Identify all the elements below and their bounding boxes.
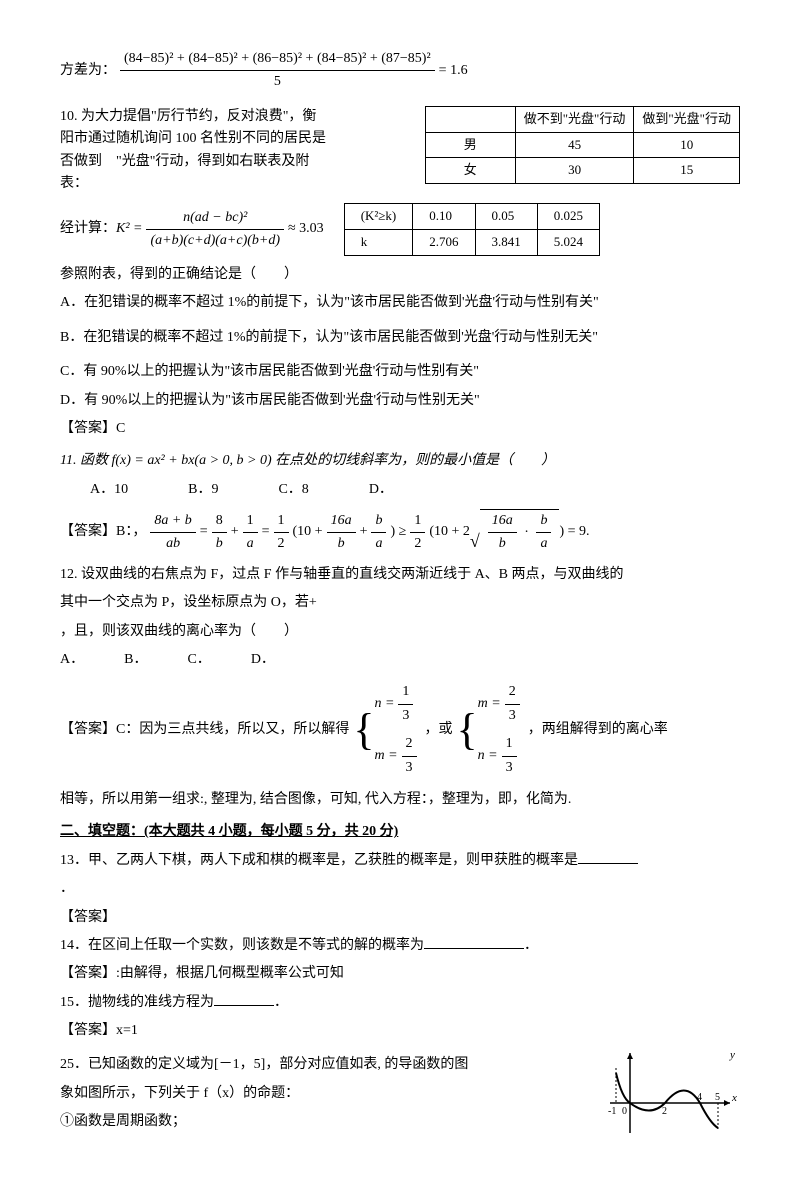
q12-line2: 其中一个交点为 P，设坐标原点为 O，若+ xyxy=(60,592,740,614)
q12-system1: { n =13 m =23 xyxy=(353,681,420,779)
svg-text:y: y xyxy=(729,1049,735,1061)
q14-answer: 【答案】:由解得，根据几何概型概率公式可知 xyxy=(60,963,740,985)
sqrt-expression: √ 16ab · ba xyxy=(470,509,560,556)
q10-optA: A．在犯错误的概率不超过 1%的前提下，认为"该市居民能否做到'光盘'行动与性别… xyxy=(60,292,740,314)
variance-result: = 1.6 xyxy=(439,60,468,82)
k2-fraction: n(ad − bc)² (a+b)(c+d)(a+c)(b+d) xyxy=(146,207,284,253)
q12-system2: { m =23 n =13 xyxy=(457,681,524,779)
q11-options: A．10 B．9 C．8 D． xyxy=(60,479,740,501)
variance-label: 方差为： xyxy=(60,60,116,82)
q10-contingency-table: 做不到"光盘"行动 做到"光盘"行动 男 45 10 女 30 15 xyxy=(425,106,740,184)
svg-text:0: 0 xyxy=(622,1106,627,1117)
q14-blank xyxy=(424,935,524,949)
variance-fraction: (84−85)² + (84−85)² + (86−85)² + (84−85)… xyxy=(120,48,435,94)
q12-answer: 【答案】C：因为三点共线，所以又，所以解得 { n =13 m =23 ，或 {… xyxy=(60,681,740,779)
q10-optC: C．有 90%以上的把握认为"该市居民能否做到'光盘'行动与性别有关" xyxy=(60,361,740,383)
svg-text:x: x xyxy=(731,1092,737,1104)
q11-answer: 【答案】B：， 8a + bab = 8b + 1a = 12 (10 + 16… xyxy=(60,509,740,556)
q10-conclusion: 参照附表，得到的正确结论是（ ） xyxy=(60,264,740,286)
q10-block: 10. 为大力提倡"厉行节约，反对浪费"，衡 阳市通过随机询问 100 名性别不… xyxy=(60,106,740,196)
q15: 15．抛物线的准线方程为． xyxy=(60,992,740,1014)
q12-line3: ，且，则该双曲线的离心率为（ ） xyxy=(60,621,740,643)
q13-answer: 【答案】 xyxy=(60,907,740,929)
variance-formula: 方差为： (84−85)² + (84−85)² + (86−85)² + (8… xyxy=(60,48,740,94)
q12-line4: 相等，所以用第一组求:, 整理为, 结合图像，可知, 代入方程：，整理为，即，化… xyxy=(60,789,740,811)
q13-blank xyxy=(578,850,638,864)
svg-text:2: 2 xyxy=(662,1106,667,1117)
q10-formula-row: 经计算： K² = n(ad − bc)² (a+b)(c+d)(a+c)(b+… xyxy=(60,203,740,256)
svg-text:4: 4 xyxy=(697,1092,702,1103)
q10-optD: D．有 90%以上的把握认为"该市居民能否做到'光盘'行动与性别无关" xyxy=(60,390,740,412)
q10-optB: B．在犯错误的概率不超过 1%的前提下，认为"该市居民能否做到'光盘'行动与性别… xyxy=(60,327,740,349)
q12-line1: 12. 设双曲线的右焦点为 F，过点 F 作与轴垂直的直线交两渐近线于 A、B … xyxy=(60,564,740,586)
section2-title: 二、填空题：(本大题共 4 小题，每小题 5 分，共 20 分) xyxy=(60,821,740,843)
q10-critical-table: (K²≥k) 0.10 0.05 0.025 k 2.706 3.841 5.0… xyxy=(344,203,600,256)
q25-block: 25．已知函数的定义域为[－1，5]，部分对应值如表, 的导函数的图 象如图所示… xyxy=(60,1048,740,1146)
q25-derivative-graph: y x -1 0 2 4 5 xyxy=(600,1048,740,1146)
q12-options: A． B． C． D． xyxy=(60,649,740,671)
q15-answer: 【答案】x=1 xyxy=(60,1020,740,1042)
q15-blank xyxy=(214,992,274,1006)
q13: 13．甲、乙两人下棋，两人下成和棋的概率是，乙获胜的概率是，则甲获胜的概率是 xyxy=(60,850,740,872)
svg-text:5: 5 xyxy=(715,1092,720,1103)
q10-answer: 【答案】C xyxy=(60,418,740,440)
q14: 14．在区间上任取一个实数，则该数是不等式的解的概率为． xyxy=(60,935,740,957)
q10-intro: 10. 为大力提倡"厉行节约，反对浪费"，衡 阳市通过随机询问 100 名性别不… xyxy=(60,106,350,196)
q13-dot: ． xyxy=(60,878,740,900)
svg-text:-1: -1 xyxy=(608,1106,616,1117)
q11-main: 11. 函数 f(x) = ax² + bx(a > 0, b > 0) 在点处… xyxy=(60,450,740,472)
